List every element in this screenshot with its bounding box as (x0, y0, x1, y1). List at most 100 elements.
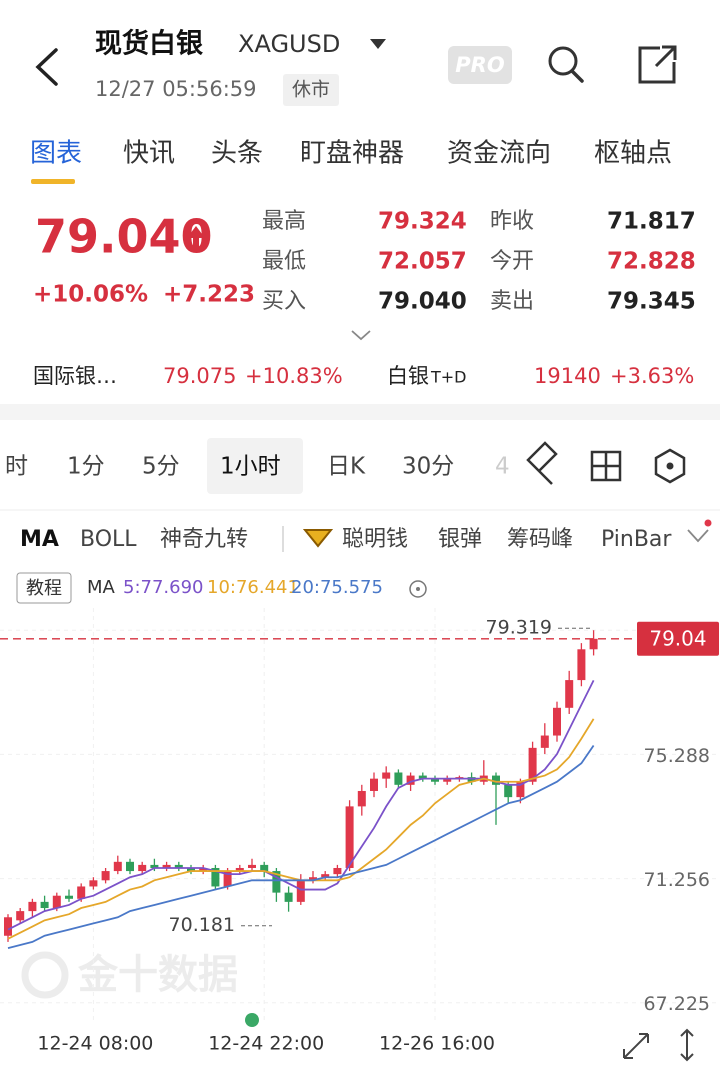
search-icon[interactable] (548, 46, 578, 76)
last-price-label: 79.04 (649, 626, 706, 650)
draw-tool-icon[interactable] (526, 441, 558, 485)
related-name[interactable]: 白银 (387, 364, 429, 388)
candle-body (309, 877, 317, 881)
candle-body (589, 638, 598, 650)
candle-body (565, 680, 574, 708)
stat-label: 买入 (262, 289, 306, 314)
stat-label: 最高 (262, 209, 306, 234)
candle-body (235, 867, 244, 872)
indicator[interactable]: MA (20, 527, 59, 552)
period-active-bg (207, 438, 303, 494)
indicator-more[interactable] (687, 529, 709, 543)
symbol[interactable]: XAGUSD (238, 30, 340, 58)
tab[interactable]: 图表 (30, 139, 82, 169)
ma-legend-item: 10:76.441 (207, 577, 299, 598)
related-quotes: 国际银… 79.075 +10.83% 白银 T+D 19140 +3.63% (33, 364, 694, 388)
candle-body (431, 778, 439, 782)
tab[interactable]: 资金流向 (447, 139, 551, 169)
fullscreen-icon[interactable] (623, 1033, 649, 1059)
candlestick-chart: 79.319 75.288 71.256 67.225 12-24 08:00 12-24… (0, 608, 720, 1055)
stat-label: 卖出 (490, 289, 534, 314)
market-status: 休市 (292, 79, 330, 101)
settings-icon-dot (666, 462, 674, 470)
ma-settings-icon[interactable] (409, 580, 427, 598)
candle-body (52, 895, 61, 909)
share-icon[interactable] (638, 45, 677, 84)
related-suffix: T+D (430, 368, 467, 387)
pro-badge[interactable] (448, 46, 512, 84)
tab[interactable]: 盯盘神器 (300, 139, 404, 169)
candle-body (28, 901, 37, 912)
watermark: 金十数据 (77, 952, 238, 998)
high-label: 79.319 (486, 617, 552, 639)
new-dot (704, 519, 712, 527)
candle-body (492, 775, 500, 785)
datetime: 12/27 05:56:59 (95, 77, 257, 101)
stat-value: 79.324 (378, 209, 467, 235)
low-label: 70.181 (169, 914, 235, 936)
period[interactable]: 5分 (142, 454, 180, 480)
ma-legend-item: 20:75.575 (291, 577, 383, 598)
indicator[interactable]: 筹码峰 (507, 527, 573, 552)
period[interactable]: 日K (327, 454, 366, 480)
candle-body (443, 778, 452, 782)
candle-body (174, 864, 183, 868)
related-pct: +10.83% (245, 364, 343, 388)
indicator[interactable]: 聪明钱 (342, 527, 408, 552)
candle-body (187, 867, 195, 872)
search-icon-handle (570, 69, 584, 83)
candle-body (138, 864, 147, 872)
candle-body (199, 867, 208, 872)
related-name[interactable]: 国际银… (33, 364, 117, 388)
period[interactable]: 4 (495, 454, 510, 480)
candle-body (211, 867, 220, 887)
last-price-tag (637, 621, 719, 656)
candle-body (272, 871, 281, 893)
related-pct: +3.63% (610, 364, 694, 388)
layout-icon-grid (592, 452, 620, 480)
indicator[interactable]: PinBar (601, 527, 672, 552)
back-button[interactable] (35, 48, 58, 86)
ma-settings-dot (416, 587, 420, 591)
stat-label: 昨收 (490, 209, 534, 234)
tab[interactable]: 枢轴点 (594, 139, 672, 169)
stat-value: 79.040 (378, 289, 467, 315)
change-pct: +10.06% (33, 282, 148, 308)
tutorial-box[interactable] (16, 572, 72, 604)
candle-body (101, 871, 110, 881)
tutorial[interactable]: 教程 (26, 578, 62, 599)
candle-body (126, 861, 134, 872)
candle-body (296, 880, 305, 902)
indicator[interactable]: 神奇九转 (160, 527, 248, 552)
expand-chevron[interactable] (351, 330, 371, 341)
tab-bar: 图表 快讯 头条 盯盘神器 资金流向 枢轴点 (30, 139, 672, 169)
period[interactable]: 1分 (67, 454, 105, 480)
candle-body (150, 864, 159, 868)
settings-icon[interactable] (654, 448, 686, 484)
candle-body (345, 806, 354, 868)
candle-body (113, 861, 122, 872)
candle-body (77, 886, 86, 899)
indicator[interactable]: 银弹 (438, 527, 482, 552)
candle-body (333, 867, 342, 875)
stat-value: 72.828 (607, 249, 696, 275)
indicator[interactable]: BOLL (80, 527, 137, 552)
candle-body (16, 911, 25, 921)
tab[interactable]: 头条 (211, 139, 263, 169)
period[interactable]: 1小时 (220, 454, 281, 480)
event-dot[interactable] (245, 1013, 259, 1027)
period[interactable]: 时 (5, 454, 28, 480)
symbol-dropdown[interactable] (370, 39, 386, 49)
candle-body (357, 790, 366, 807)
period-bar: 时 1分 5分 1小时 日K 30分 4 (5, 454, 510, 480)
up-arrow (187, 226, 205, 250)
candle-body (89, 880, 98, 887)
candle-body (370, 778, 378, 791)
ma-line (7, 745, 595, 949)
tab[interactable]: 快讯 (123, 139, 175, 169)
ma-legend-item: 5:77.690 (123, 577, 204, 598)
related-price: 79.075 (163, 364, 236, 388)
period[interactable]: 30分 (402, 454, 454, 480)
scale-icon[interactable] (680, 1028, 694, 1062)
